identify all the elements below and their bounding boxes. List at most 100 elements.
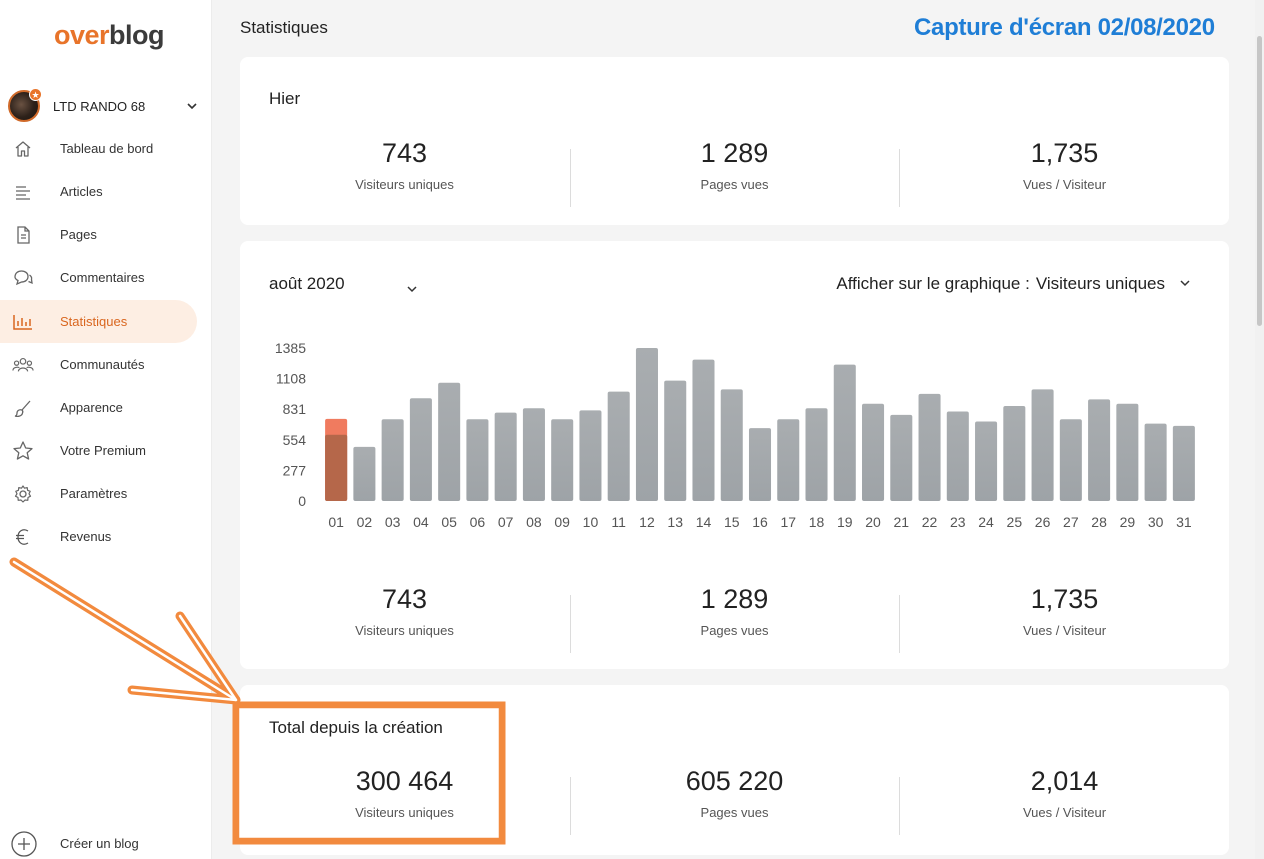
chart-metric-select[interactable]: Afficher sur le graphique : Visiteurs un…	[836, 274, 1191, 294]
chart-bar[interactable]	[777, 419, 800, 501]
chart-bar[interactable]	[409, 398, 432, 501]
stat-value: 2,014	[1030, 766, 1099, 796]
sidebar-item-appearance[interactable]: Apparence	[0, 386, 197, 429]
x-tick-label: 08	[526, 514, 542, 530]
x-tick-label: 02	[357, 514, 373, 530]
stat-value: 605 220	[685, 766, 784, 796]
chevron-down-icon	[406, 280, 418, 300]
brush-icon	[12, 397, 34, 419]
chart-bar[interactable]	[1172, 425, 1195, 501]
chart-bar[interactable]	[1116, 403, 1139, 501]
create-blog-button[interactable]: Créer un blog	[0, 826, 200, 859]
chart-bar[interactable]	[748, 428, 772, 501]
x-tick-label: 07	[498, 514, 514, 530]
sidebar-item-statistics[interactable]: Statistiques	[0, 300, 197, 343]
chart-bar[interactable]	[692, 359, 715, 501]
page-title: Statistiques	[240, 18, 328, 37]
chart-bar[interactable]	[607, 391, 630, 501]
stat-label: Vues / Visiteur	[1022, 805, 1107, 820]
x-tick-label: 20	[865, 514, 881, 530]
sidebar-item-communities[interactable]: Communautés	[0, 343, 197, 386]
chart-bar[interactable]	[1059, 419, 1082, 501]
stats-row: 743 Visiteurs uniques 1 289 Pages vues 1…	[240, 583, 1229, 653]
x-tick-label: 11	[611, 514, 626, 530]
chart-bar[interactable]	[1003, 405, 1026, 501]
x-tick-label: 17	[780, 514, 796, 530]
y-tick-label: 554	[283, 432, 307, 448]
divider	[570, 595, 571, 653]
chart-bar-highlight-inner[interactable]	[325, 434, 348, 501]
card-title: Hier	[269, 89, 301, 108]
total-stats-card: Total depuis la création 300 464 Visiteu…	[240, 685, 1229, 855]
chart-bar[interactable]	[918, 393, 941, 501]
account-switcher[interactable]: ★ LTD RANDO 68	[8, 88, 208, 122]
chart-bar[interactable]	[833, 364, 856, 501]
sidebar-item-pages[interactable]: Pages	[0, 213, 197, 256]
chart-bar[interactable]	[438, 382, 461, 501]
chart-bar[interactable]	[805, 408, 828, 501]
x-tick-label: 16	[752, 514, 768, 530]
chart-bar[interactable]	[494, 412, 517, 501]
y-tick-label: 0	[298, 493, 306, 509]
sidebar-item-label: Articles	[60, 184, 103, 199]
monthly-stats-card: août 2020 Afficher sur le graphique : Vi…	[240, 241, 1229, 669]
metric-select-value: Visiteurs uniques	[1035, 274, 1165, 293]
chart-bar[interactable]	[946, 411, 969, 501]
chart-bar[interactable]	[862, 403, 885, 501]
chart-bar[interactable]	[1144, 423, 1167, 501]
sidebar-item-comments[interactable]: Commentaires	[0, 256, 197, 299]
sidebar-item-articles[interactable]: Articles	[0, 170, 197, 213]
stat-page-views: 1 289 Pages vues	[570, 137, 899, 207]
chart-bar[interactable]	[522, 408, 545, 501]
sidebar-item-premium[interactable]: Votre Premium	[0, 429, 197, 472]
stat-unique-visitors: 743 Visiteurs uniques	[240, 583, 569, 653]
y-tick-label: 277	[283, 462, 307, 478]
chart-bar[interactable]	[975, 421, 998, 501]
divider	[899, 777, 900, 835]
stat-label: Pages vues	[700, 177, 769, 192]
card-title: Total depuis la création	[269, 718, 443, 737]
plus-circle-icon	[10, 830, 38, 858]
overblog-logo[interactable]: overblog	[54, 20, 165, 50]
premium-badge: ★	[29, 88, 42, 101]
x-tick-label: 10	[583, 514, 599, 530]
chevron-down-icon[interactable]	[184, 98, 200, 114]
stats-row: 743 Visiteurs uniques 1 289 Pages vues 1…	[240, 137, 1229, 207]
chart-bar[interactable]	[890, 414, 913, 501]
stat-views-per-visitor: 2,014 Vues / Visiteur	[900, 765, 1229, 835]
stat-unique-visitors: 300 464 Visiteurs uniques	[240, 765, 569, 835]
stat-label: Pages vues	[700, 805, 769, 820]
chart-bar[interactable]	[381, 419, 404, 501]
chart-bar[interactable]	[1088, 399, 1111, 501]
chart-bar[interactable]	[551, 419, 574, 501]
stat-page-views: 1 289 Pages vues	[570, 583, 899, 653]
x-tick-label: 05	[441, 514, 457, 530]
scrollbar[interactable]	[1255, 0, 1264, 859]
x-tick-label: 24	[978, 514, 994, 530]
stat-value: 300 464	[355, 766, 454, 796]
chart-bar[interactable]	[353, 446, 376, 501]
y-tick-label: 831	[283, 401, 307, 417]
divider	[570, 777, 571, 835]
sidebar-item-revenue[interactable]: Revenus	[0, 515, 197, 558]
stats-row: 300 464 Visiteurs uniques 605 220 Pages …	[240, 765, 1229, 835]
chart-bar[interactable]	[579, 410, 602, 501]
euro-icon	[12, 526, 34, 548]
sidebar-item-settings[interactable]: Paramètres	[0, 472, 197, 515]
sidebar-item-dashboard[interactable]: Tableau de bord	[0, 127, 197, 170]
chart-bar[interactable]	[664, 380, 687, 501]
x-tick-label: 30	[1148, 514, 1164, 530]
divider	[899, 149, 900, 207]
scrollbar-thumb[interactable]	[1257, 36, 1262, 326]
chart-bar[interactable]	[466, 419, 489, 501]
chevron-down-icon	[1179, 274, 1191, 294]
month-select[interactable]: août 2020	[269, 274, 419, 298]
x-tick-label: 21	[894, 514, 910, 530]
x-tick-label: 27	[1063, 514, 1079, 530]
x-tick-label: 13	[667, 514, 683, 530]
chart-bar[interactable]	[1031, 389, 1054, 501]
chart-bar[interactable]	[720, 389, 743, 501]
yesterday-stats-card: Hier 743 Visiteurs uniques 1 289 Pages v…	[240, 57, 1229, 225]
sidebar-item-label: Votre Premium	[60, 443, 146, 458]
chart-bar[interactable]	[635, 348, 658, 501]
